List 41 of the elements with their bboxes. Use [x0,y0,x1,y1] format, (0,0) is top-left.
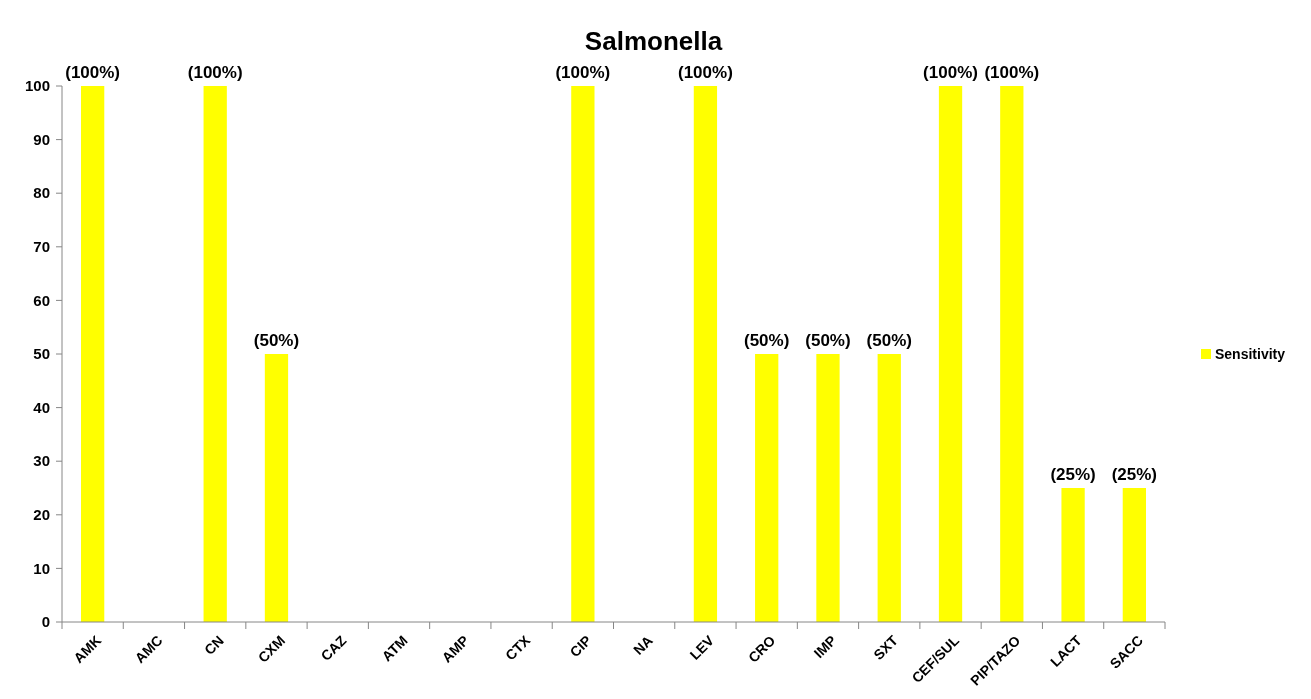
data-label: (50%) [744,331,790,350]
data-label: (100%) [187,63,243,82]
y-tick-label: 100 [24,77,50,95]
y-tick-label: 90 [33,130,50,148]
x-tick-label: NA [630,632,656,658]
x-tick-label: CIP [566,632,595,661]
data-label: (50%) [253,331,300,350]
y-tick-label: 20 [33,506,50,524]
y-tick-label: 10 [33,559,50,577]
bar [1000,86,1024,622]
x-tick-label: CN [201,632,227,658]
bar [755,354,779,622]
y-tick-label: 50 [33,345,50,363]
y-tick-label: 70 [33,238,50,256]
bar [1122,488,1147,622]
y-tick-label: 60 [33,291,50,309]
bar [81,86,105,622]
bar [877,354,901,622]
bar [203,86,227,622]
y-tick-label: 0 [41,613,50,631]
data-label: (50%) [805,331,851,350]
x-tick-label: IMP [810,632,840,662]
y-tick-label: 40 [33,398,50,416]
data-label: (100%) [678,63,733,82]
legend-label: Sensitivity [1215,345,1286,362]
data-label: (100%) [923,63,978,82]
data-label: (100%) [65,63,121,82]
chart-title: Salmonella [584,26,723,56]
bar [816,354,840,622]
data-label: (100%) [555,63,611,82]
data-label: (25%) [1050,465,1096,484]
bar [938,86,963,622]
bar [693,86,718,622]
bar [571,86,595,622]
data-label: (100%) [984,63,1040,82]
data-label: (25%) [1111,465,1158,484]
data-label: (50%) [866,331,912,350]
y-tick-label: 30 [33,452,50,470]
bar [264,354,289,622]
bar [1061,488,1085,622]
y-tick-label: 80 [33,184,50,202]
